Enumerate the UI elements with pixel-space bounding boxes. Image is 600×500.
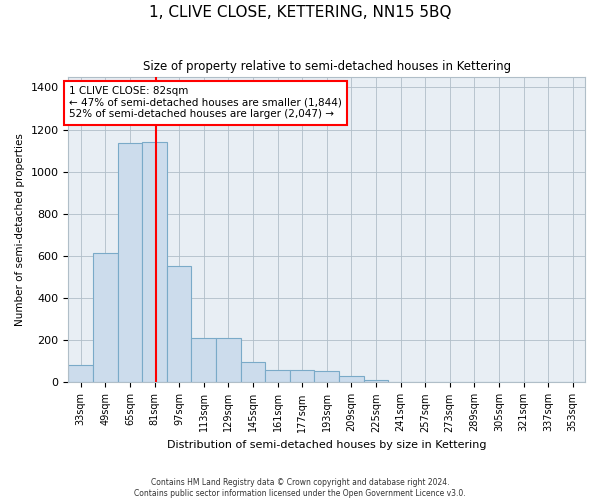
Bar <box>290 370 314 382</box>
Bar <box>142 142 167 382</box>
Bar <box>265 370 290 382</box>
Y-axis label: Number of semi-detached properties: Number of semi-detached properties <box>15 134 25 326</box>
Bar <box>241 362 265 382</box>
Bar <box>314 371 339 382</box>
Text: 1, CLIVE CLOSE, KETTERING, NN15 5BQ: 1, CLIVE CLOSE, KETTERING, NN15 5BQ <box>149 5 451 20</box>
Bar <box>167 266 191 382</box>
Bar <box>364 380 388 382</box>
Bar <box>339 376 364 382</box>
X-axis label: Distribution of semi-detached houses by size in Kettering: Distribution of semi-detached houses by … <box>167 440 487 450</box>
Bar <box>216 338 241 382</box>
Bar <box>68 364 93 382</box>
Text: Contains HM Land Registry data © Crown copyright and database right 2024.
Contai: Contains HM Land Registry data © Crown c… <box>134 478 466 498</box>
Title: Size of property relative to semi-detached houses in Kettering: Size of property relative to semi-detach… <box>143 60 511 73</box>
Bar <box>118 144 142 382</box>
Bar <box>93 253 118 382</box>
Bar <box>191 338 216 382</box>
Text: 1 CLIVE CLOSE: 82sqm
← 47% of semi-detached houses are smaller (1,844)
52% of se: 1 CLIVE CLOSE: 82sqm ← 47% of semi-detac… <box>69 86 342 120</box>
